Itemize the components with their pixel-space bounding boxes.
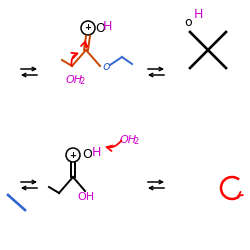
Text: 2: 2: [80, 78, 84, 86]
Text: H: H: [193, 8, 203, 22]
Text: o: o: [184, 16, 192, 28]
Text: O: O: [82, 148, 92, 162]
Text: +: +: [70, 150, 76, 160]
Text: OH: OH: [120, 135, 136, 145]
Text: H: H: [103, 20, 113, 34]
Text: +: +: [84, 24, 91, 32]
Text: H: H: [92, 146, 102, 160]
Text: OH: OH: [66, 75, 82, 85]
Text: OH: OH: [78, 192, 94, 202]
Text: o: o: [102, 60, 110, 72]
Text: O: O: [95, 22, 105, 35]
Text: 2: 2: [134, 138, 138, 146]
